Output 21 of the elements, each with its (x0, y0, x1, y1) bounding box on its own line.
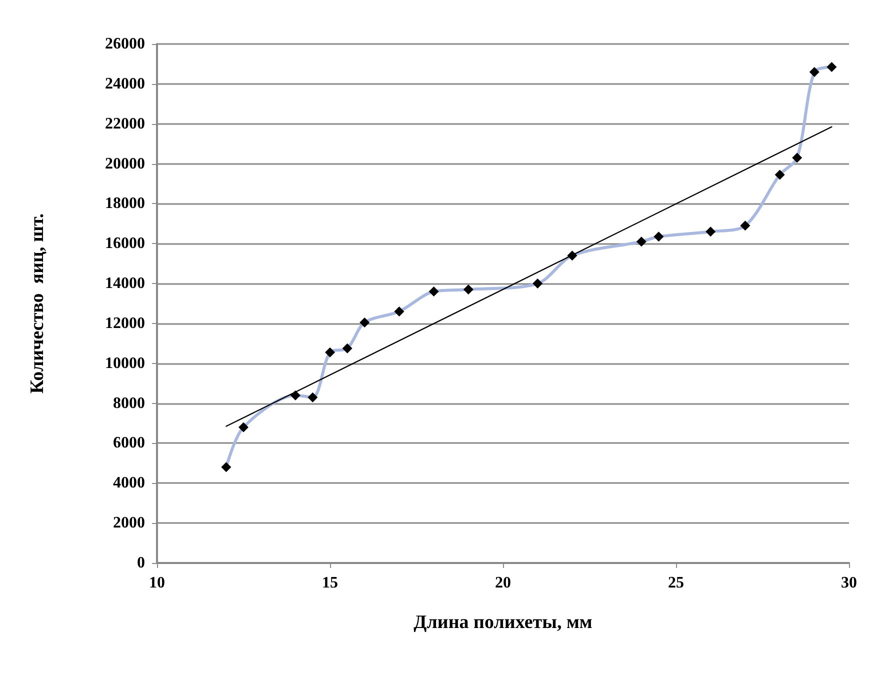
x-tick-label: 25 (668, 574, 684, 592)
y-tick-label: 24000 (105, 75, 145, 92)
y-tick-label: 22000 (105, 115, 145, 132)
y-tick-label: 0 (137, 554, 145, 572)
y-tick-label: 20000 (105, 155, 145, 172)
y-tick-label: 6000 (113, 434, 145, 452)
x-tick-label: 20 (495, 574, 511, 592)
y-tick-label: 26000 (105, 36, 145, 52)
x-tick-label: 30 (841, 574, 857, 592)
x-tick-label: 10 (149, 574, 165, 592)
y-tick-label: 10000 (105, 354, 145, 372)
x-axis-title: Длина полихеты, мм (414, 612, 592, 633)
y-tick-label: 8000 (113, 394, 145, 412)
y-tick-label: 4000 (113, 474, 145, 492)
y-tick-label: 16000 (105, 235, 145, 252)
y-tick-label: 18000 (105, 195, 145, 212)
x-tick-label: 15 (322, 574, 338, 592)
y-axis-title: Количество яиц, шт. (27, 213, 48, 394)
y-tick-label: 14000 (105, 275, 145, 292)
y-tick-label: 2000 (113, 514, 145, 532)
y-tick-label: 12000 (105, 314, 145, 332)
